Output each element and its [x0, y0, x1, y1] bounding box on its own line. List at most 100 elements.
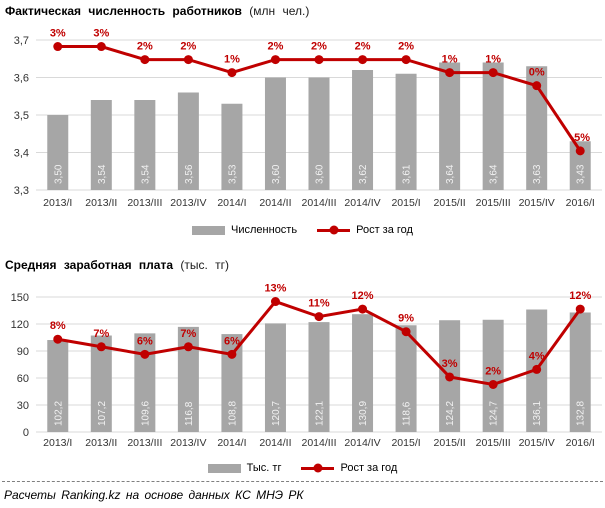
line-marker: [488, 68, 498, 78]
bar-value-label: 3,54: [97, 164, 108, 184]
line-marker: [445, 372, 455, 382]
bar-value-label: 3,60: [315, 164, 326, 184]
line-value-label: 8%: [50, 320, 66, 332]
category-label: 2016/I: [566, 197, 595, 209]
y-axis-tick-label: 3,6: [14, 73, 29, 85]
bar-value-label: 136,1: [532, 401, 543, 426]
bar-value-label: 3,50: [53, 164, 64, 184]
bar-value-label: 3,43: [576, 164, 587, 184]
category-label: 2014/I: [217, 197, 246, 209]
line-value-label: 6%: [224, 335, 240, 347]
bar: [90, 100, 112, 190]
line-value-label: 13%: [264, 283, 286, 295]
bar-value-label: 3,63: [532, 164, 543, 184]
line-marker: [532, 364, 542, 374]
category-label: 2014/I: [217, 437, 246, 449]
bar-value-label: 3,56: [184, 164, 195, 184]
bar: [569, 141, 591, 190]
line-value-label: 2%: [137, 41, 153, 53]
line-marker: [227, 68, 237, 78]
bar: [90, 335, 112, 432]
category-label: 2015/III: [476, 197, 511, 209]
category-label: 2015/I: [391, 437, 420, 449]
y-axis-tick-label: 150: [11, 292, 29, 304]
bar-value-label: 118,6: [402, 401, 413, 426]
line-marker: [96, 342, 106, 352]
bar-value-label: 109,6: [140, 401, 151, 426]
y-axis-tick-label: 120: [11, 319, 29, 331]
line-marker: [314, 55, 324, 65]
bar-value-label: 120,7: [271, 401, 282, 426]
line-series-swatch: [301, 463, 335, 473]
line-marker: [314, 312, 324, 322]
line-marker: [183, 55, 193, 65]
bar: [221, 334, 243, 432]
category-label: 2014/III: [301, 437, 336, 449]
bar: [134, 333, 156, 432]
legend-label-bar: Тыс. тг: [246, 462, 282, 474]
line-marker: [96, 42, 106, 52]
line-marker: [270, 55, 280, 65]
line-marker: [575, 304, 585, 314]
line-value-label: 12%: [569, 290, 591, 302]
line-marker-icon: [313, 463, 323, 473]
bar: [308, 77, 330, 190]
line-value-label: 3%: [50, 28, 66, 40]
bar-value-label: 102,2: [53, 401, 64, 426]
bar-value-label: 3,60: [271, 164, 282, 184]
category-label: 2013/IV: [170, 197, 206, 209]
chart1-title-text: Фактическая численность работников: [5, 4, 242, 18]
line-marker: [488, 379, 498, 389]
category-label: 2013/III: [127, 437, 162, 449]
legend-label-line: Рост за год: [356, 224, 413, 236]
bar-value-label: 122,1: [315, 401, 326, 426]
bar: [482, 319, 504, 432]
chart1-title: Фактическая численность работников (млн …: [5, 4, 309, 18]
bar: [264, 77, 286, 190]
bar-value-label: 108,8: [227, 401, 238, 426]
line-value-label: 1%: [224, 54, 240, 66]
line-marker: [227, 349, 237, 359]
bar: [177, 92, 199, 190]
bar-value-label: 3,54: [140, 164, 151, 184]
y-axis-tick-label: 3,3: [14, 185, 29, 197]
bar: [308, 322, 330, 432]
line-marker: [532, 81, 542, 91]
line-marker: [358, 55, 368, 65]
bar-value-label: 132,8: [576, 401, 587, 426]
bar-value-label: 130,9: [358, 401, 369, 426]
bar-value-label: 3,62: [358, 164, 369, 184]
category-label: 2013/II: [85, 197, 117, 209]
line-value-label: 12%: [352, 290, 374, 302]
bar-series-swatch: [207, 463, 241, 473]
legend-label-bar: Численность: [231, 224, 298, 236]
line-value-label: 1%: [442, 54, 458, 66]
line-marker: [53, 334, 63, 344]
bar-value-label: 116,8: [184, 401, 195, 426]
category-label: 2015/II: [434, 197, 466, 209]
y-axis-tick-label: 60: [17, 373, 29, 385]
chart2-title-unit: (тыс. тг): [180, 258, 230, 272]
bar: [352, 314, 374, 432]
line-series-swatch: [317, 225, 351, 235]
bar-value-label: 3,64: [489, 164, 500, 184]
bar-value-label: 124,2: [445, 401, 456, 426]
bar: [482, 62, 504, 190]
bar: [526, 66, 548, 190]
bar: [569, 312, 591, 432]
bar: [134, 100, 156, 190]
bar-value-label: 3,64: [445, 164, 456, 184]
y-axis-tick-label: 0: [23, 427, 29, 439]
bar: [177, 326, 199, 432]
bar: [264, 323, 286, 432]
line-value-label: 2%: [180, 41, 196, 53]
category-label: 2013/I: [43, 197, 72, 209]
line-value-label: 6%: [137, 335, 153, 347]
category-label: 2015/I: [391, 197, 420, 209]
line-value-label: 2%: [355, 41, 371, 53]
chart1-title-unit: (млн чел.): [249, 4, 310, 18]
bar: [395, 73, 417, 190]
category-label: 2014/II: [259, 197, 291, 209]
chart2-legend: Тыс. тг Рост за год: [0, 462, 605, 474]
